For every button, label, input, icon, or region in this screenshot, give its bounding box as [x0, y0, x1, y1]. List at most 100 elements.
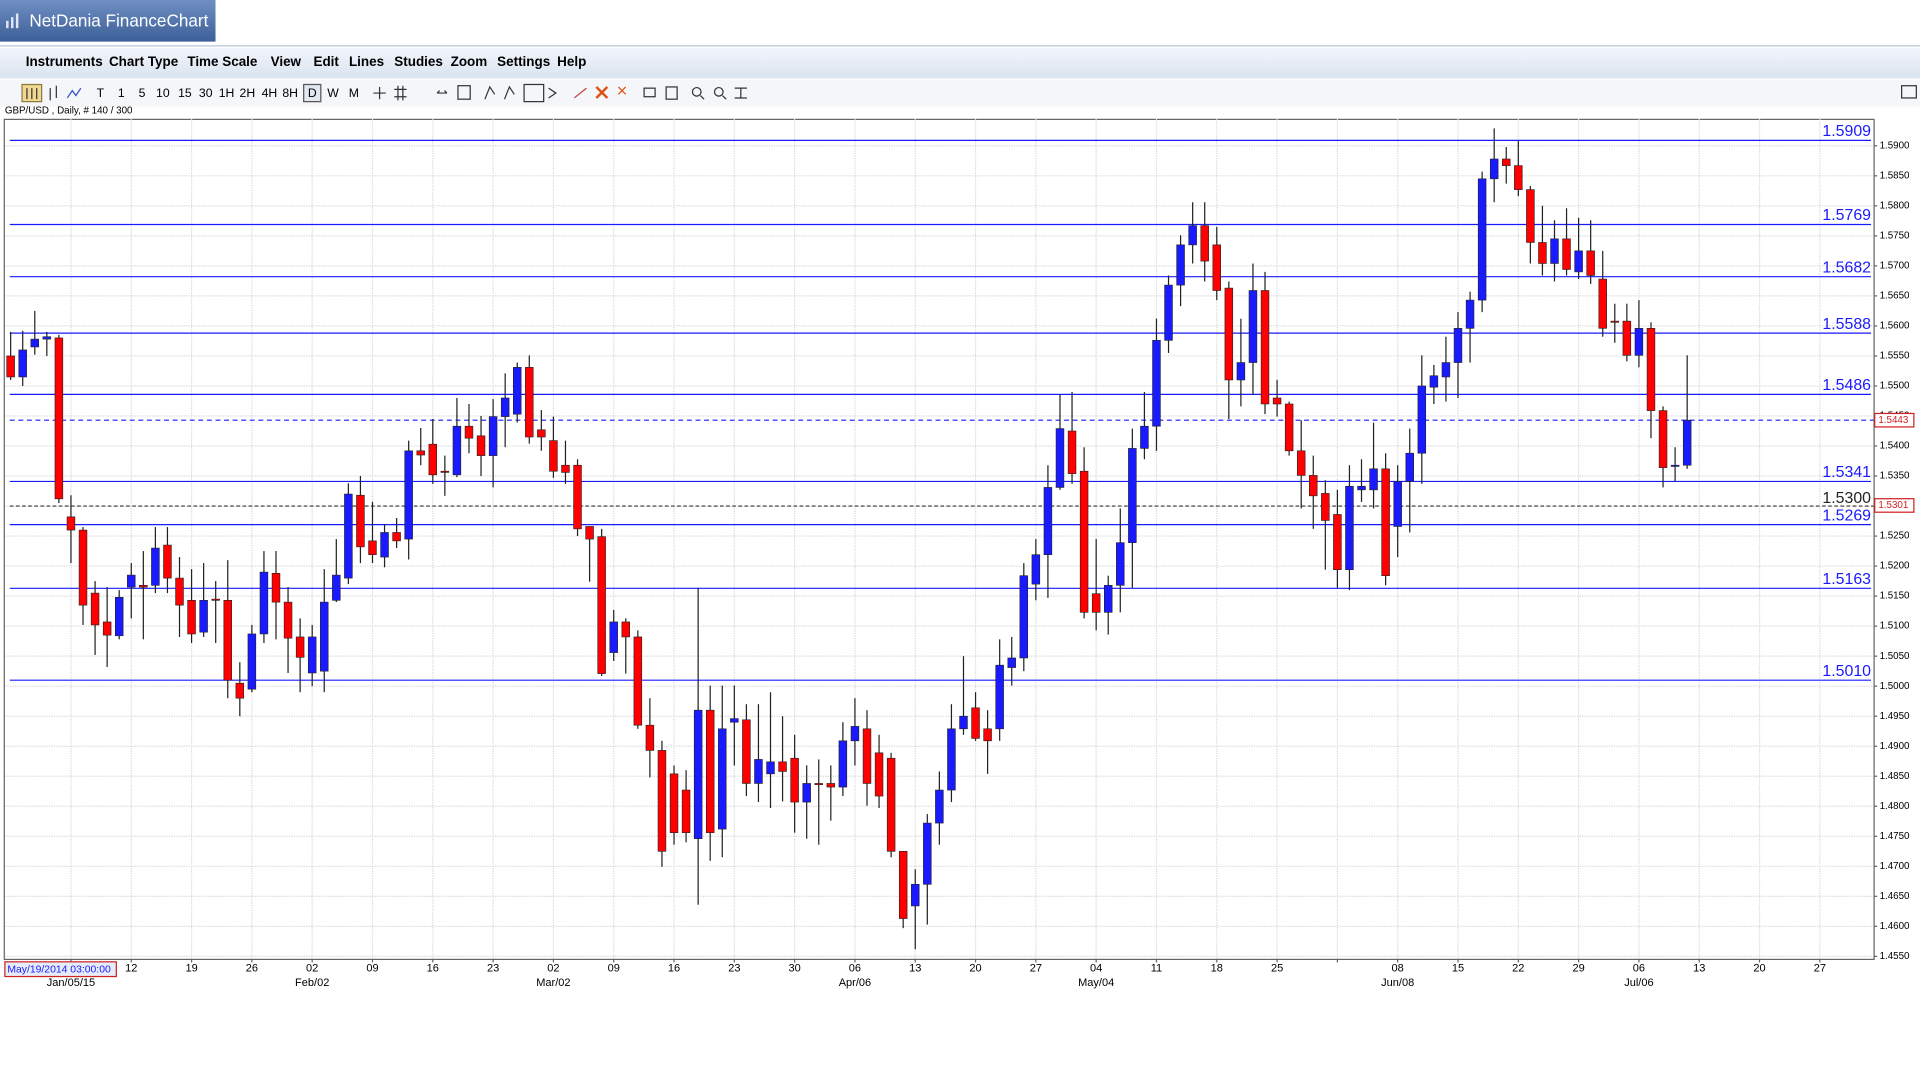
candle-body [693, 709, 703, 839]
toolbar-button[interactable]: 10 [156, 86, 170, 100]
toolbar-button[interactable]: 5 [139, 86, 146, 100]
x-tick-label: 20 [969, 962, 981, 974]
menu-item[interactable]: Help [557, 54, 586, 69]
candle-body [1393, 481, 1402, 527]
x-tick-label: 15 [1452, 962, 1464, 974]
level-label: 1.5909 [1822, 123, 1871, 140]
axes: 1.4550 1.4600 1.4650 1.4700 1.4750 1.4800 1.48… [47, 140, 1915, 989]
toolbar-button[interactable]: 30 [199, 86, 213, 100]
candle-body [1296, 450, 1306, 476]
x-month-label: Mar/02 [536, 977, 570, 989]
menu-item[interactable]: Chart Type [109, 54, 179, 69]
candle-body [500, 397, 510, 417]
toolbar-button[interactable]: W [327, 86, 339, 100]
candle-body [1176, 244, 1185, 286]
candle-body [404, 450, 413, 540]
toolbar-button[interactable]: 15 [178, 86, 192, 100]
candle-body [1224, 287, 1234, 381]
candle-body [1562, 238, 1571, 270]
candle-body [1670, 464, 1680, 467]
candle-body [862, 728, 872, 784]
y-tick-label: 1.5550 [1880, 351, 1910, 362]
x-month-label: Apr/06 [839, 977, 871, 989]
candle-body [127, 574, 136, 588]
reference-axis-box [1874, 498, 1915, 513]
candles [6, 128, 1692, 950]
candle-body [223, 600, 232, 681]
y-tick-label: 1.4600 [1880, 921, 1910, 932]
candle-body [1333, 514, 1342, 571]
candle-body [971, 707, 980, 739]
candle-body [1682, 419, 1692, 466]
candle-body [247, 633, 257, 690]
candle-body [705, 709, 715, 833]
toolbar-button[interactable]: M [349, 86, 359, 100]
candle-body [114, 597, 124, 637]
level-label: 1.5341 [1822, 464, 1871, 481]
candle-body [307, 636, 317, 674]
candle-body [1055, 428, 1065, 488]
candle-body [766, 761, 775, 775]
candle-body [1236, 362, 1246, 381]
candle-body [790, 757, 799, 803]
x-tick-label: 23 [728, 962, 740, 974]
menu-item[interactable]: Settings [497, 54, 550, 69]
menu-item[interactable]: Zoom [451, 54, 488, 69]
candle-body [814, 783, 823, 785]
candle-body [271, 572, 281, 603]
candle-body [1091, 593, 1101, 613]
menu-item[interactable]: Lines [349, 54, 384, 69]
candle-body [1465, 299, 1475, 329]
timestamp-box [4, 961, 117, 978]
y-tick-label: 1.5250 [1880, 531, 1910, 542]
toolbar-button[interactable]: 2H [240, 86, 256, 100]
candle-body [78, 529, 88, 606]
candle-body [1453, 328, 1463, 363]
x-tick-label: 25 [1271, 962, 1283, 974]
candle-body [1658, 410, 1668, 468]
y-tick-label: 1.5900 [1880, 140, 1910, 151]
x-tick-label: 13 [1693, 962, 1705, 974]
x-tick-label: 26 [246, 962, 258, 974]
candle-body [573, 464, 582, 530]
toolbar-button[interactable]: 8H [282, 86, 298, 100]
candle-body [488, 416, 498, 456]
candle-body [1103, 585, 1113, 613]
x-month-label: May/04 [1078, 977, 1114, 989]
instrument-info: GBP/USD , Daily, # 140 / 300 [5, 105, 133, 116]
candle-body [416, 450, 425, 456]
toolbar-button[interactable]: 1 [118, 86, 125, 100]
candle-body [18, 349, 27, 378]
menu-item[interactable]: Edit [313, 54, 339, 69]
x-tick-label: 06 [849, 962, 861, 974]
candle-body [90, 592, 100, 626]
x-tick-label: 09 [608, 962, 620, 974]
toolbar-button[interactable]: D [308, 86, 317, 100]
toolbar-button[interactable]: 1H [219, 86, 235, 100]
x-month-label: Jun/08 [1381, 977, 1414, 989]
candle-body [211, 598, 220, 601]
x-tick-label: 22 [1512, 962, 1524, 974]
candle-body [657, 750, 667, 852]
candle-body [199, 600, 208, 633]
candle-body [187, 600, 196, 635]
candle-body [935, 789, 944, 824]
candle-body [1369, 468, 1378, 491]
candle-body [1417, 385, 1427, 454]
menu-item[interactable]: Instruments [26, 54, 103, 69]
x-tick-label: 04 [1090, 962, 1102, 974]
level-label: 1.5163 [1822, 571, 1871, 588]
level-label: 1.5010 [1822, 663, 1871, 680]
candle-body [718, 728, 727, 830]
y-tick-label: 1.5700 [1880, 260, 1910, 271]
menu-item[interactable]: View [271, 54, 302, 69]
menu-item[interactable]: Studies [394, 54, 443, 69]
x-tick-label: 02 [547, 962, 559, 974]
candle-body [886, 757, 896, 852]
toolbar-button[interactable]: 4H [262, 86, 278, 100]
toolbar-button[interactable]: T [97, 86, 105, 100]
candle-body [1043, 487, 1053, 555]
candle-body [428, 443, 438, 476]
menu-item[interactable]: Time Scale [187, 54, 258, 69]
